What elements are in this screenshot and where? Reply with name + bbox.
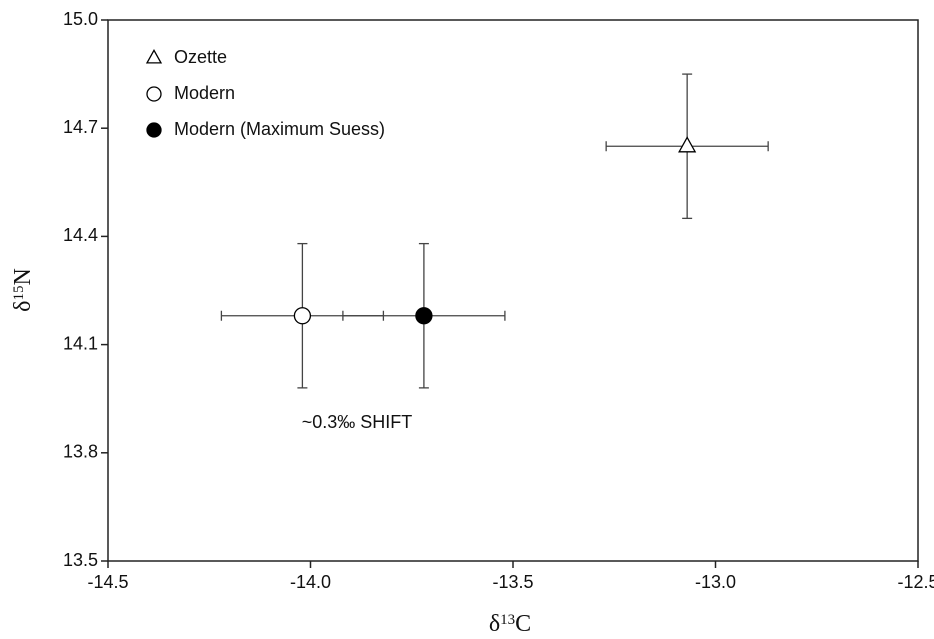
x-tick-label: -12.5 <box>897 572 934 592</box>
legend-marker <box>146 122 162 138</box>
x-tick-label: -13.0 <box>695 572 736 592</box>
y-tick-label: 14.1 <box>63 333 98 353</box>
legend-label: Modern (Maximum Suess) <box>174 119 385 139</box>
y-axis-label: δ15N <box>10 268 36 312</box>
point <box>415 307 433 325</box>
legend-marker <box>145 48 163 64</box>
legend-label: Ozette <box>174 47 227 67</box>
y-tick-label: 13.8 <box>63 442 98 462</box>
annotation: ~0.3‰ SHIFT <box>302 412 413 432</box>
y-tick-label: 14.4 <box>63 225 98 245</box>
x-tick-label: -14.5 <box>87 572 128 592</box>
point <box>678 136 697 153</box>
x-tick-label: -14.0 <box>290 572 331 592</box>
legend-marker <box>146 86 162 102</box>
point <box>293 307 312 325</box>
legend-label: Modern <box>174 83 235 103</box>
y-tick-label: 13.5 <box>63 550 98 570</box>
x-axis-label: δ13C <box>489 611 531 637</box>
x-tick-label: -13.5 <box>492 572 533 592</box>
y-tick-label: 14.7 <box>63 117 98 137</box>
y-tick-label: 15.0 <box>63 9 98 29</box>
